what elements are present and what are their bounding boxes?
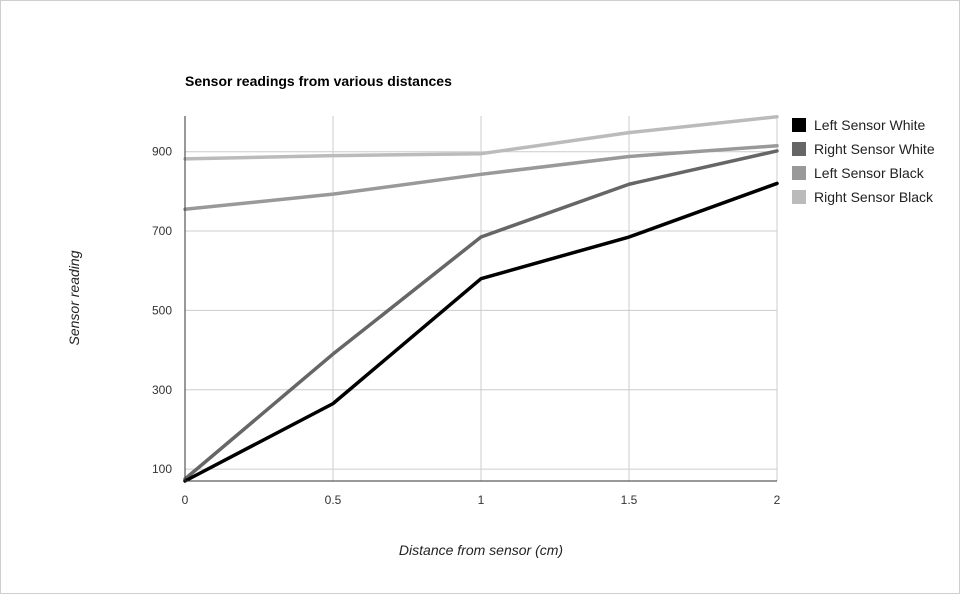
x-axis-label: Distance from sensor (cm)	[398, 542, 564, 558]
series-line-left-sensor-white	[183, 181, 779, 483]
legend-swatch	[792, 118, 806, 132]
x-tick-label: 2	[774, 493, 781, 507]
legend-swatch	[792, 190, 806, 204]
chart-title: Sensor readings from various distances	[185, 73, 452, 89]
x-tick-label: 0.5	[325, 493, 342, 507]
legend-label: Right Sensor Black	[814, 189, 934, 205]
legend-item: Left Sensor White	[792, 113, 935, 137]
x-tick-label: 1	[478, 493, 485, 507]
legend: Left Sensor White Right Sensor White Left …	[792, 113, 935, 209]
legend-item: Right Sensor Black	[792, 185, 935, 209]
series-line-right-sensor-white	[183, 149, 779, 481]
legend-item: Right Sensor White	[792, 137, 935, 161]
x-tick-label: 1.5	[621, 493, 638, 507]
series-line-left-sensor-black	[183, 144, 779, 211]
legend-item: Left Sensor Black	[792, 161, 935, 185]
legend-label: Right Sensor White	[814, 141, 935, 157]
legend-swatch	[792, 166, 806, 180]
y-tick-label: 500	[152, 303, 172, 317]
y-tick-label: 900	[152, 145, 172, 159]
y-tick-label: 700	[152, 224, 172, 238]
legend-label: Left Sensor White	[814, 117, 926, 133]
series-line-right-sensor-black	[183, 115, 779, 161]
y-axis-label: Sensor reading	[66, 250, 82, 346]
y-tick-label: 100	[152, 462, 172, 476]
y-tick-label: 300	[152, 383, 172, 397]
legend-swatch	[792, 142, 806, 156]
legend-label: Left Sensor Black	[814, 165, 924, 181]
x-tick-label: 0	[182, 493, 189, 507]
